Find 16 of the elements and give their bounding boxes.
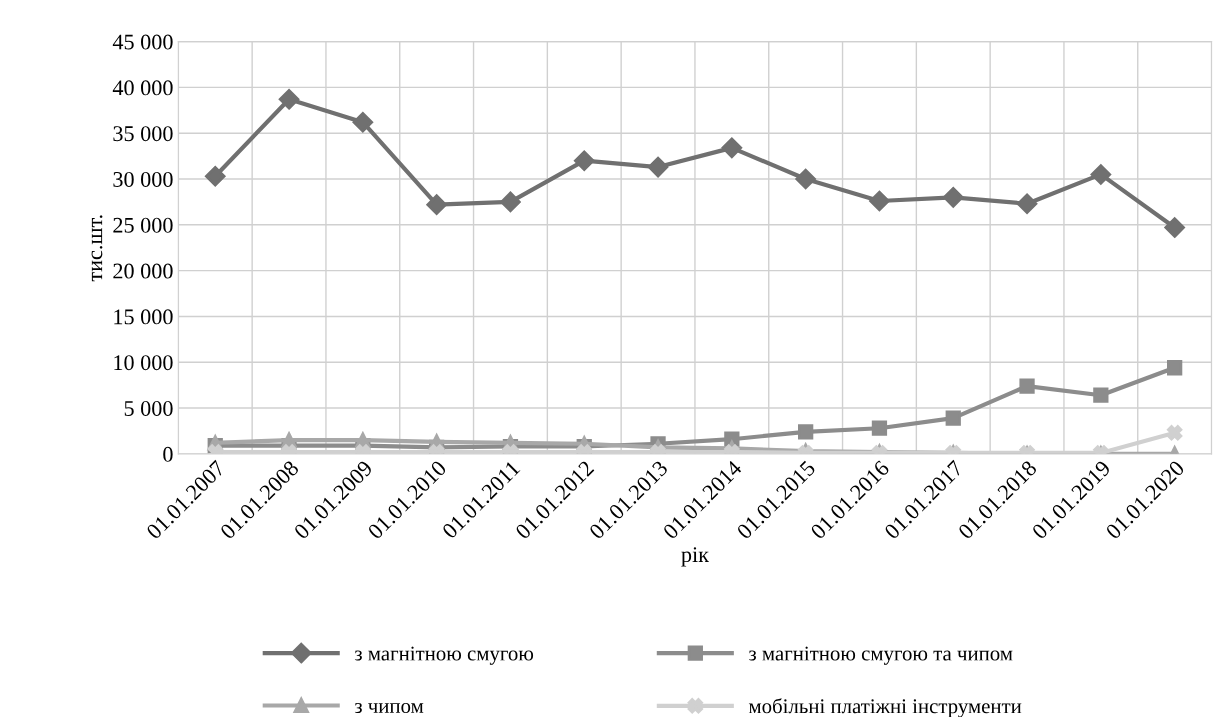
legend-label: з магнітною смугою та чипом	[749, 646, 1013, 665]
y-axis-title: тис.шт.	[91, 215, 103, 282]
y-tick-label: 35 000	[113, 126, 173, 142]
y-tick-label: 25 000	[113, 217, 173, 233]
y-tick-label: 45 000	[112, 34, 173, 50]
y-tick-label: 10 000	[114, 355, 173, 371]
legend-label: з магнітною смугою	[354, 646, 534, 665]
y-tick-label: 20 000	[113, 263, 173, 279]
legend-label: мобільні платіжні інструменти	[748, 698, 1022, 717]
y-tick-label: 0	[163, 446, 173, 462]
y-tick-label: 15 000	[114, 309, 173, 325]
y-tick-label: 5 000	[124, 400, 173, 416]
y-tick-label: 40 000	[112, 80, 173, 96]
y-tick-label: 30 000	[113, 171, 173, 187]
legend-label: з чипом	[354, 702, 424, 713]
x-axis-title: рік	[681, 547, 710, 567]
